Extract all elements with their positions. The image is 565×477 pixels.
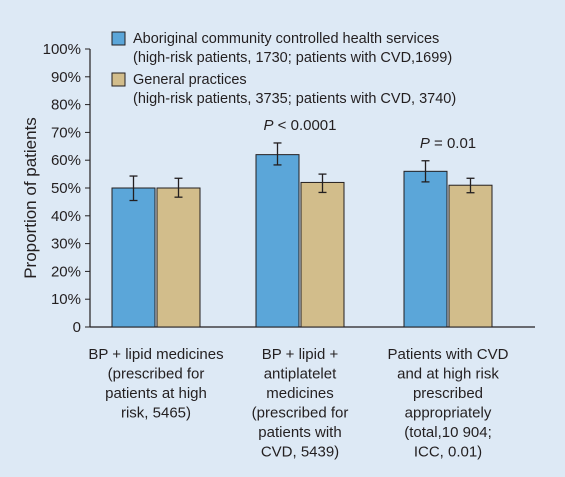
y-tick-label: 0 [73, 319, 81, 336]
bar-aboriginal-1 [255, 154, 300, 328]
legend-detail-gp: (high-risk patients, 3735; patients with… [133, 91, 456, 107]
plot-area: 0 10% 20% 30% 40% 50% 60% 70% 80% 90% 100% P < 0.00… [43, 41, 535, 461]
legend-swatch-gp [111, 72, 126, 87]
legend-label-aboriginal: Aboriginal community controlled health s… [133, 31, 439, 47]
y-tick-label: 80% [51, 97, 81, 114]
p-value-annotation-0: P < 0.0001 [264, 117, 337, 134]
y-tick-label: 50% [51, 180, 81, 197]
y-tick-label: 70% [51, 124, 81, 141]
bar-aboriginal-0 [111, 187, 156, 328]
y-tick-label: 90% [51, 69, 81, 86]
bar-aboriginal-2 [403, 170, 448, 328]
y-axis-label: Proportion of patients [21, 117, 40, 279]
p-value-annotation-1: P = 0.01 [420, 135, 476, 152]
y-tick-label: 20% [51, 263, 81, 280]
bar-gp-2 [448, 184, 493, 328]
x-category-label-0: BP + lipid medicines (prescribed for patie… [88, 346, 223, 422]
bar-gp-0 [156, 187, 201, 328]
legend-detail-aboriginal: (high-risk patients, 1730; patients with… [133, 50, 452, 66]
y-tick-label: 60% [51, 152, 81, 169]
chart-panel: Aboriginal community controlled health s… [5, 5, 560, 472]
bar-gp-1 [300, 181, 345, 328]
legend-label-gp: General practices [133, 72, 247, 88]
x-category-label-1: BP + lipid + antiplatelet medicines (prescr… [252, 346, 349, 461]
y-tick-label: 100% [43, 41, 81, 58]
y-tick-label: 40% [51, 208, 81, 225]
y-tick-label: 10% [51, 291, 81, 308]
y-tick-label: 30% [51, 236, 81, 253]
bar-chart: Aboriginal community controlled health s… [21, 31, 535, 461]
x-category-label-2: Patients with CVD and at high risk prescri… [388, 346, 509, 461]
legend-swatch-aboriginal [111, 31, 126, 46]
legend: Aboriginal community controlled health s… [111, 31, 456, 107]
